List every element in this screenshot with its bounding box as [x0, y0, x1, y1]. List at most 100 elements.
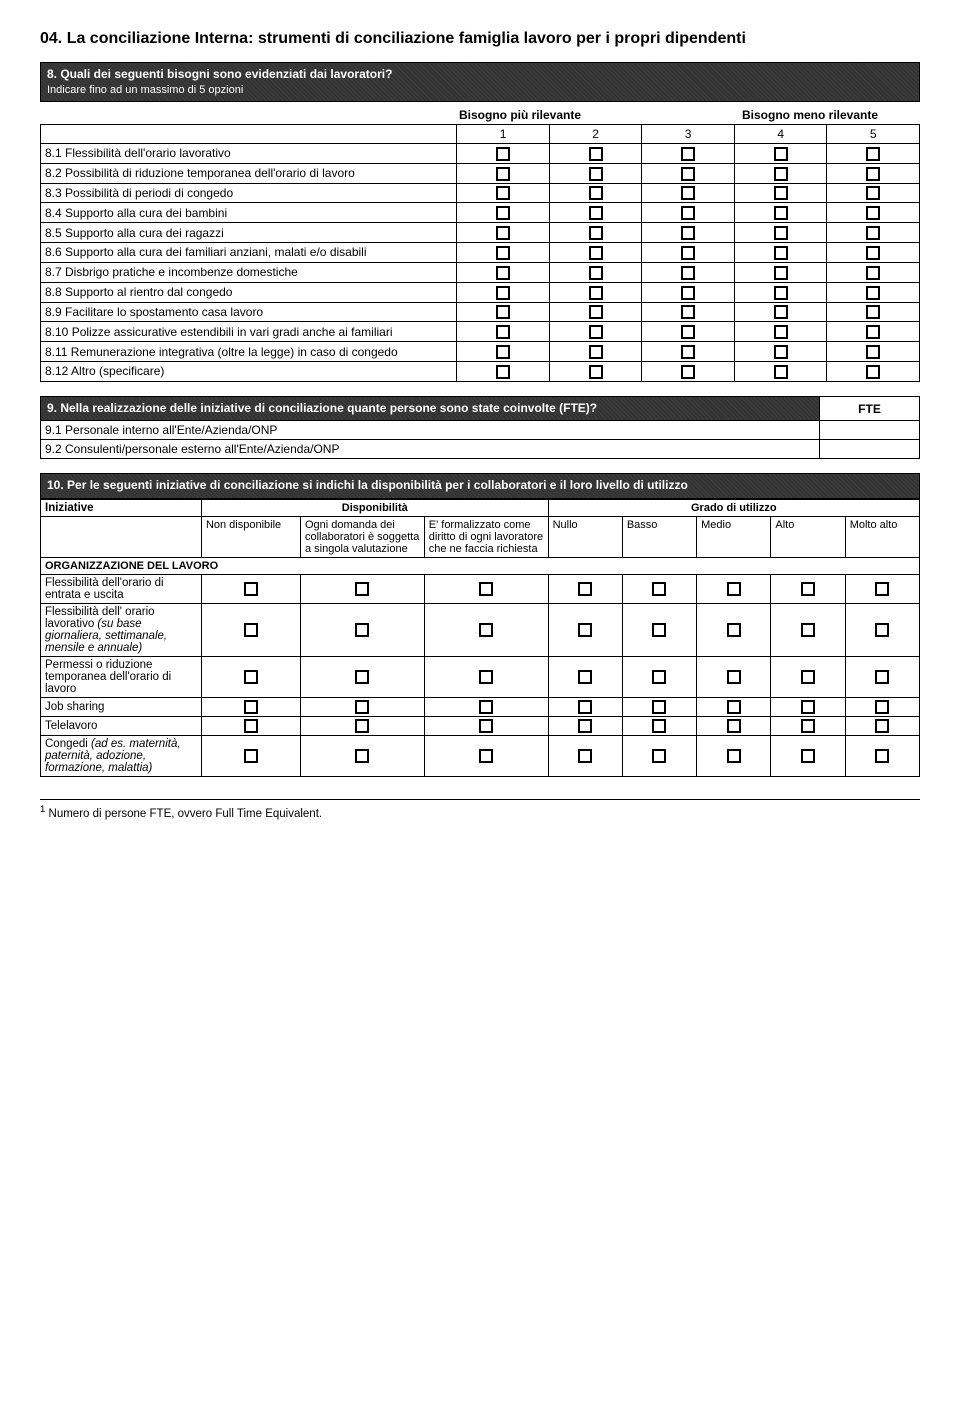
- checkbox[interactable]: [866, 345, 880, 359]
- checkbox[interactable]: [244, 670, 258, 684]
- checkbox[interactable]: [479, 749, 493, 763]
- checkbox[interactable]: [479, 623, 493, 637]
- checkbox[interactable]: [801, 719, 815, 733]
- checkbox[interactable]: [774, 226, 788, 240]
- checkbox[interactable]: [496, 286, 510, 300]
- checkbox[interactable]: [589, 325, 603, 339]
- checkbox[interactable]: [578, 700, 592, 714]
- checkbox[interactable]: [774, 365, 788, 379]
- checkbox[interactable]: [774, 266, 788, 280]
- checkbox[interactable]: [496, 206, 510, 220]
- checkbox[interactable]: [496, 226, 510, 240]
- checkbox[interactable]: [774, 246, 788, 260]
- checkbox[interactable]: [774, 345, 788, 359]
- checkbox[interactable]: [875, 719, 889, 733]
- checkbox[interactable]: [589, 147, 603, 161]
- checkbox[interactable]: [589, 345, 603, 359]
- checkbox[interactable]: [355, 719, 369, 733]
- checkbox[interactable]: [727, 719, 741, 733]
- checkbox[interactable]: [866, 206, 880, 220]
- checkbox[interactable]: [801, 582, 815, 596]
- checkbox[interactable]: [866, 246, 880, 260]
- checkbox[interactable]: [727, 749, 741, 763]
- checkbox[interactable]: [589, 167, 603, 181]
- checkbox[interactable]: [479, 670, 493, 684]
- checkbox[interactable]: [681, 206, 695, 220]
- checkbox[interactable]: [355, 670, 369, 684]
- checkbox[interactable]: [866, 286, 880, 300]
- checkbox[interactable]: [727, 670, 741, 684]
- checkbox[interactable]: [355, 700, 369, 714]
- checkbox[interactable]: [479, 582, 493, 596]
- checkbox[interactable]: [355, 623, 369, 637]
- checkbox[interactable]: [244, 582, 258, 596]
- checkbox[interactable]: [681, 365, 695, 379]
- checkbox[interactable]: [244, 700, 258, 714]
- checkbox[interactable]: [589, 286, 603, 300]
- checkbox[interactable]: [801, 700, 815, 714]
- checkbox[interactable]: [355, 749, 369, 763]
- checkbox[interactable]: [589, 186, 603, 200]
- q9-row-value[interactable]: [820, 421, 920, 440]
- checkbox[interactable]: [496, 147, 510, 161]
- checkbox[interactable]: [496, 167, 510, 181]
- checkbox[interactable]: [589, 246, 603, 260]
- checkbox[interactable]: [866, 226, 880, 240]
- checkbox[interactable]: [801, 749, 815, 763]
- checkbox[interactable]: [866, 325, 880, 339]
- checkbox[interactable]: [866, 266, 880, 280]
- checkbox[interactable]: [355, 582, 369, 596]
- checkbox[interactable]: [727, 623, 741, 637]
- checkbox[interactable]: [589, 206, 603, 220]
- checkbox[interactable]: [496, 246, 510, 260]
- checkbox[interactable]: [652, 749, 666, 763]
- checkbox[interactable]: [681, 266, 695, 280]
- checkbox[interactable]: [589, 365, 603, 379]
- checkbox[interactable]: [244, 749, 258, 763]
- checkbox[interactable]: [875, 700, 889, 714]
- checkbox[interactable]: [589, 266, 603, 280]
- checkbox[interactable]: [774, 286, 788, 300]
- checkbox[interactable]: [875, 582, 889, 596]
- checkbox[interactable]: [681, 345, 695, 359]
- checkbox[interactable]: [681, 186, 695, 200]
- checkbox[interactable]: [875, 749, 889, 763]
- checkbox[interactable]: [244, 623, 258, 637]
- checkbox[interactable]: [681, 246, 695, 260]
- checkbox[interactable]: [774, 325, 788, 339]
- q9-row-value[interactable]: [820, 440, 920, 459]
- checkbox[interactable]: [774, 305, 788, 319]
- checkbox[interactable]: [774, 186, 788, 200]
- checkbox[interactable]: [496, 266, 510, 280]
- checkbox[interactable]: [866, 305, 880, 319]
- checkbox[interactable]: [578, 670, 592, 684]
- checkbox[interactable]: [681, 286, 695, 300]
- checkbox[interactable]: [774, 167, 788, 181]
- checkbox[interactable]: [578, 582, 592, 596]
- checkbox[interactable]: [578, 749, 592, 763]
- checkbox[interactable]: [681, 305, 695, 319]
- checkbox[interactable]: [681, 147, 695, 161]
- checkbox[interactable]: [589, 305, 603, 319]
- checkbox[interactable]: [479, 719, 493, 733]
- checkbox[interactable]: [652, 719, 666, 733]
- checkbox[interactable]: [681, 226, 695, 240]
- checkbox[interactable]: [875, 623, 889, 637]
- checkbox[interactable]: [578, 719, 592, 733]
- checkbox[interactable]: [866, 186, 880, 200]
- checkbox[interactable]: [496, 325, 510, 339]
- checkbox[interactable]: [496, 186, 510, 200]
- checkbox[interactable]: [801, 670, 815, 684]
- checkbox[interactable]: [866, 167, 880, 181]
- checkbox[interactable]: [479, 700, 493, 714]
- checkbox[interactable]: [866, 147, 880, 161]
- checkbox[interactable]: [652, 582, 666, 596]
- checkbox[interactable]: [496, 345, 510, 359]
- checkbox[interactable]: [652, 670, 666, 684]
- checkbox[interactable]: [589, 226, 603, 240]
- checkbox[interactable]: [875, 670, 889, 684]
- checkbox[interactable]: [774, 206, 788, 220]
- checkbox[interactable]: [727, 700, 741, 714]
- checkbox[interactable]: [652, 623, 666, 637]
- checkbox[interactable]: [866, 365, 880, 379]
